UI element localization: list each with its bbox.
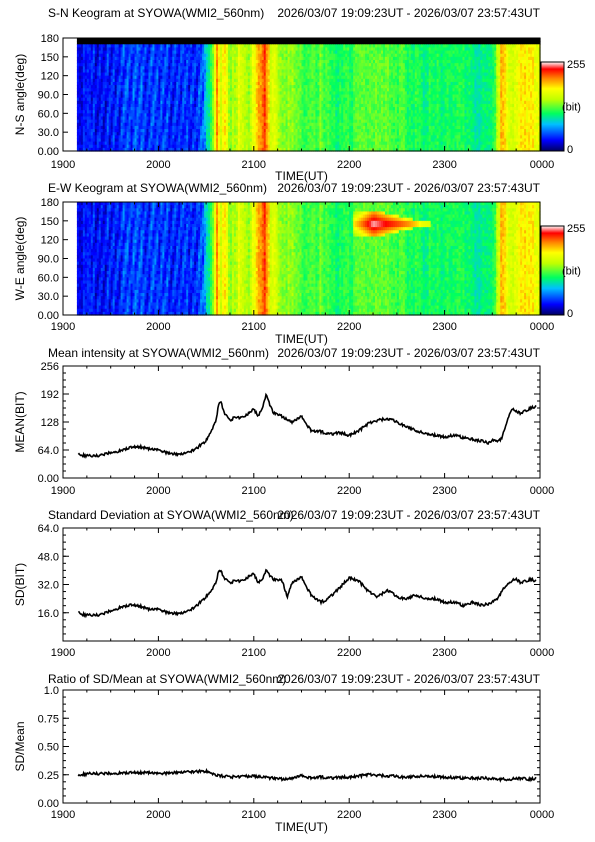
keogram-image [63, 38, 541, 152]
